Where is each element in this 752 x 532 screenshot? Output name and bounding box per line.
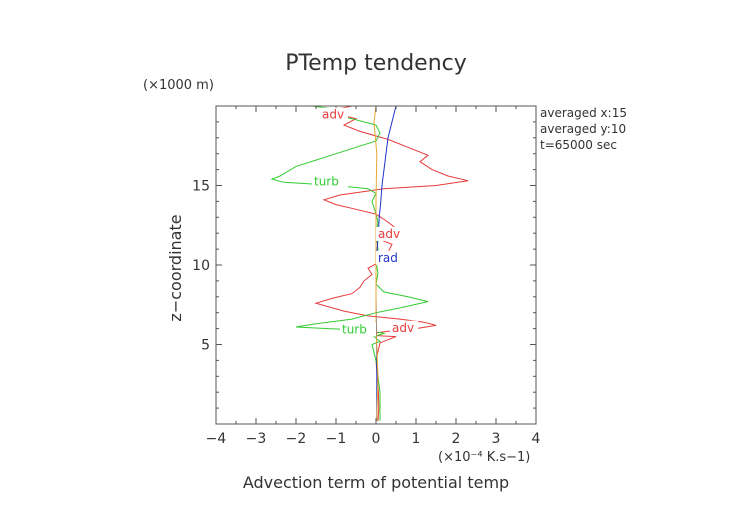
- y-tick-label: 15: [192, 179, 210, 195]
- line-label-rad: rad: [378, 251, 398, 265]
- line-label-turb: turb: [314, 175, 339, 189]
- y-tick-label: 10: [192, 258, 210, 274]
- x-tick-label: 0: [372, 431, 381, 447]
- line-label-background: [320, 107, 348, 122]
- x-tick-label: 4: [532, 431, 541, 447]
- series-line-turb: [270, 106, 429, 421]
- line-label-background: [312, 174, 348, 189]
- info-line: averaged x:15: [540, 106, 627, 120]
- x-unit-label: (×10⁻⁴ K.s−1): [438, 450, 530, 465]
- x-tick-label: 3: [492, 431, 501, 447]
- line-label-background: [390, 320, 418, 335]
- info-line: averaged y:10: [540, 122, 626, 136]
- x-axis-label: Advection term of potential temp: [243, 473, 509, 492]
- line-labels: adv adv adv turb turb rad: [312, 107, 418, 337]
- x-tick-label: −2: [286, 431, 307, 447]
- line-label-turb: turb: [342, 322, 367, 336]
- line-label-background: [376, 250, 404, 265]
- info-box: averaged x:15 averaged y:10 t=65000 sec: [540, 106, 627, 152]
- x-tick-label: 2: [452, 431, 461, 447]
- x-tick-label: 1: [412, 431, 421, 447]
- axes: −4 −3 −2 −1 0 1 2 3 4 5 10 15: [192, 105, 541, 447]
- series-layer: [270, 106, 469, 421]
- x-tick-label: −1: [326, 431, 347, 447]
- info-line: t=65000 sec: [540, 138, 617, 152]
- chart-title: PTemp tendency: [285, 51, 467, 76]
- line-label-background: [340, 322, 376, 337]
- line-label-adv: adv: [378, 227, 400, 241]
- y-tick-label: 5: [201, 338, 210, 354]
- line-label-adv: adv: [322, 108, 344, 122]
- x-tick-label: −4: [206, 431, 227, 447]
- y-axis-label: z−coordinate: [166, 214, 185, 321]
- y-unit-label: (×1000 m): [143, 78, 214, 93]
- x-tick-label: −3: [246, 431, 267, 447]
- line-label-background: [376, 226, 404, 241]
- line-label-adv: adv: [392, 321, 414, 335]
